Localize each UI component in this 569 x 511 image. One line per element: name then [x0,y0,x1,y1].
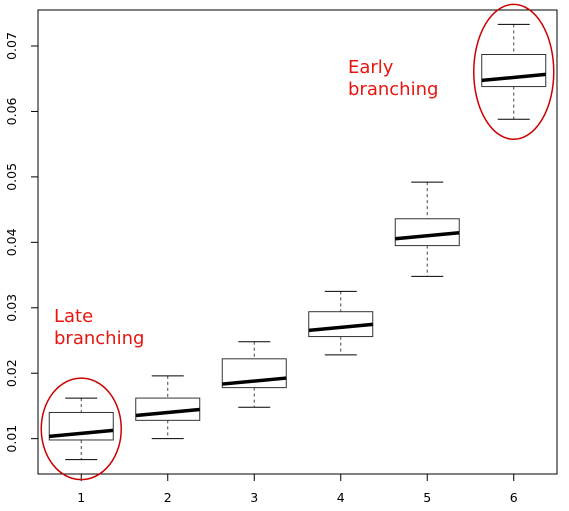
annotations-layer: Late branching Early branching [40,3,555,481]
box-group-2 [135,375,201,440]
highlight-ellipse-1 [40,377,122,481]
box-6 [481,54,547,88]
y-tick-label-0.01: 0.01 [4,425,19,453]
x-tick-label-5: 5 [423,490,431,505]
y-tick-label-0.05: 0.05 [4,163,19,191]
x-tick-label-1: 1 [77,490,85,505]
box-group-6 [481,23,547,120]
boxes-layer [48,23,547,461]
median-line-3 [222,376,287,386]
x-tick-label-6: 6 [510,490,518,505]
y-tick-label-0.02: 0.02 [4,359,19,387]
box-group-5 [394,181,460,277]
x-tick-label-3: 3 [250,490,258,505]
y-tick-label-0.06: 0.06 [4,97,19,125]
y-tick-label-0.04: 0.04 [4,228,19,256]
median-line-6 [481,72,546,83]
box-group-3 [221,341,287,408]
median-line-4 [308,322,373,333]
y-tick-label-0.07: 0.07 [4,32,19,60]
highlight-ellipse-6 [473,3,555,141]
annotation-early-line1: Early [348,57,394,78]
median-line-1 [49,428,114,439]
x-tick-label-2: 2 [164,490,172,505]
box-group-4 [308,290,374,356]
median-line-5 [395,231,460,241]
x-tick-label-4: 4 [337,490,345,505]
y-tick-label-0.03: 0.03 [4,294,19,322]
annotation-late-line1: Late [54,306,93,327]
axes-layer: 1 2 3 4 5 6 0.01 0.02 0.03 0.04 0.05 0.06 0.07 [4,32,518,505]
annotation-early-line2: branching [348,79,438,100]
median-line-2 [135,407,200,418]
annotation-late-line2: branching [54,328,144,349]
box-group-1 [48,397,114,461]
